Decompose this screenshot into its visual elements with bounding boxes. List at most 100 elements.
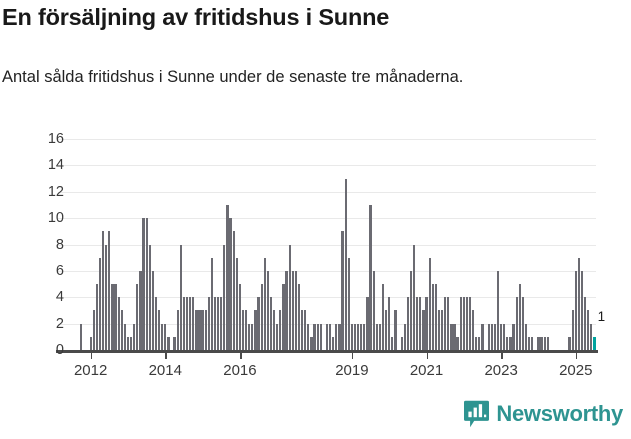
bar[interactable] — [422, 310, 425, 350]
bar[interactable] — [273, 310, 276, 350]
bar[interactable] — [142, 218, 145, 350]
bar[interactable] — [154, 297, 158, 350]
bar[interactable] — [189, 297, 192, 350]
bar[interactable] — [332, 336, 335, 350]
newsworthy-logo[interactable]: Newsworthy — [464, 400, 623, 428]
bar[interactable] — [307, 323, 310, 350]
bar[interactable] — [288, 244, 291, 350]
bar[interactable] — [524, 323, 528, 350]
bar[interactable] — [220, 297, 223, 350]
bar[interactable] — [400, 336, 403, 350]
bar[interactable] — [481, 323, 484, 350]
bar[interactable] — [245, 310, 248, 350]
bar[interactable] — [80, 323, 83, 350]
bar[interactable] — [98, 257, 102, 350]
bar[interactable] — [248, 323, 251, 350]
bar[interactable] — [279, 310, 282, 350]
bar[interactable] — [139, 270, 142, 350]
bar[interactable] — [179, 244, 182, 350]
bar[interactable] — [108, 231, 111, 350]
bar[interactable] — [512, 323, 515, 350]
bar[interactable] — [537, 336, 540, 350]
bar[interactable] — [531, 336, 534, 350]
bar[interactable] — [543, 336, 546, 350]
bar[interactable] — [369, 204, 372, 350]
bar[interactable] — [372, 270, 375, 350]
bar[interactable] — [465, 297, 469, 350]
bar[interactable] — [92, 310, 95, 350]
bar[interactable] — [356, 323, 360, 350]
bar[interactable] — [447, 297, 450, 350]
bar[interactable] — [282, 284, 285, 350]
bar[interactable] — [335, 323, 338, 350]
bar[interactable] — [223, 244, 226, 350]
bar[interactable] — [487, 323, 490, 350]
bar[interactable] — [506, 336, 509, 350]
bar[interactable] — [419, 297, 422, 350]
bar[interactable] — [478, 336, 481, 350]
bar[interactable] — [453, 323, 456, 350]
bar[interactable] — [316, 323, 319, 350]
bar[interactable] — [360, 323, 363, 350]
bar[interactable] — [450, 323, 453, 350]
bar[interactable] — [590, 323, 593, 350]
bar[interactable] — [235, 257, 238, 350]
bar[interactable] — [276, 323, 279, 350]
bar[interactable] — [416, 297, 419, 350]
bar[interactable] — [577, 257, 580, 350]
bar[interactable] — [145, 218, 148, 350]
bar[interactable] — [384, 310, 388, 350]
bar[interactable] — [381, 284, 385, 350]
bar[interactable] — [310, 336, 313, 350]
bar[interactable] — [366, 297, 369, 350]
bar[interactable] — [341, 231, 344, 350]
bar[interactable] — [568, 336, 571, 350]
bar[interactable] — [518, 284, 521, 350]
bar[interactable] — [440, 310, 444, 350]
bar[interactable] — [472, 310, 475, 350]
bar[interactable] — [192, 297, 195, 350]
bar[interactable] — [388, 297, 391, 350]
bar[interactable] — [198, 310, 201, 350]
bar[interactable] — [266, 270, 270, 350]
bar[interactable] — [425, 297, 428, 350]
bar[interactable] — [325, 323, 329, 350]
bar[interactable] — [344, 178, 347, 350]
bar[interactable] — [133, 323, 136, 350]
bar[interactable] — [593, 336, 596, 350]
bar[interactable] — [500, 323, 503, 350]
bar[interactable] — [509, 336, 512, 350]
bar[interactable] — [462, 297, 465, 350]
bar[interactable] — [490, 323, 493, 350]
bar[interactable] — [260, 284, 263, 350]
bar[interactable] — [291, 270, 294, 350]
bar[interactable] — [251, 323, 254, 350]
bar[interactable] — [378, 323, 381, 350]
bar[interactable] — [114, 284, 117, 350]
bar[interactable] — [428, 257, 431, 350]
bar[interactable] — [105, 244, 108, 350]
bar[interactable] — [391, 336, 394, 350]
bar[interactable] — [493, 323, 497, 350]
bar[interactable] — [195, 310, 198, 350]
bar[interactable] — [241, 310, 245, 350]
bar[interactable] — [232, 231, 235, 350]
bar[interactable] — [574, 270, 577, 350]
bar[interactable] — [319, 323, 322, 350]
bar[interactable] — [151, 270, 154, 350]
bar[interactable] — [580, 270, 584, 350]
bar[interactable] — [173, 336, 176, 350]
bar[interactable] — [161, 323, 164, 350]
bar[interactable] — [515, 297, 518, 350]
bar[interactable] — [229, 218, 232, 350]
bar[interactable] — [338, 323, 341, 350]
bar[interactable] — [207, 297, 210, 350]
bar[interactable] — [406, 297, 409, 350]
bar[interactable] — [434, 284, 437, 350]
bar[interactable] — [546, 336, 549, 350]
bar[interactable] — [176, 310, 179, 350]
bar[interactable] — [571, 310, 574, 350]
bar[interactable] — [431, 284, 434, 350]
bar[interactable] — [444, 297, 447, 350]
bar[interactable] — [167, 336, 170, 350]
